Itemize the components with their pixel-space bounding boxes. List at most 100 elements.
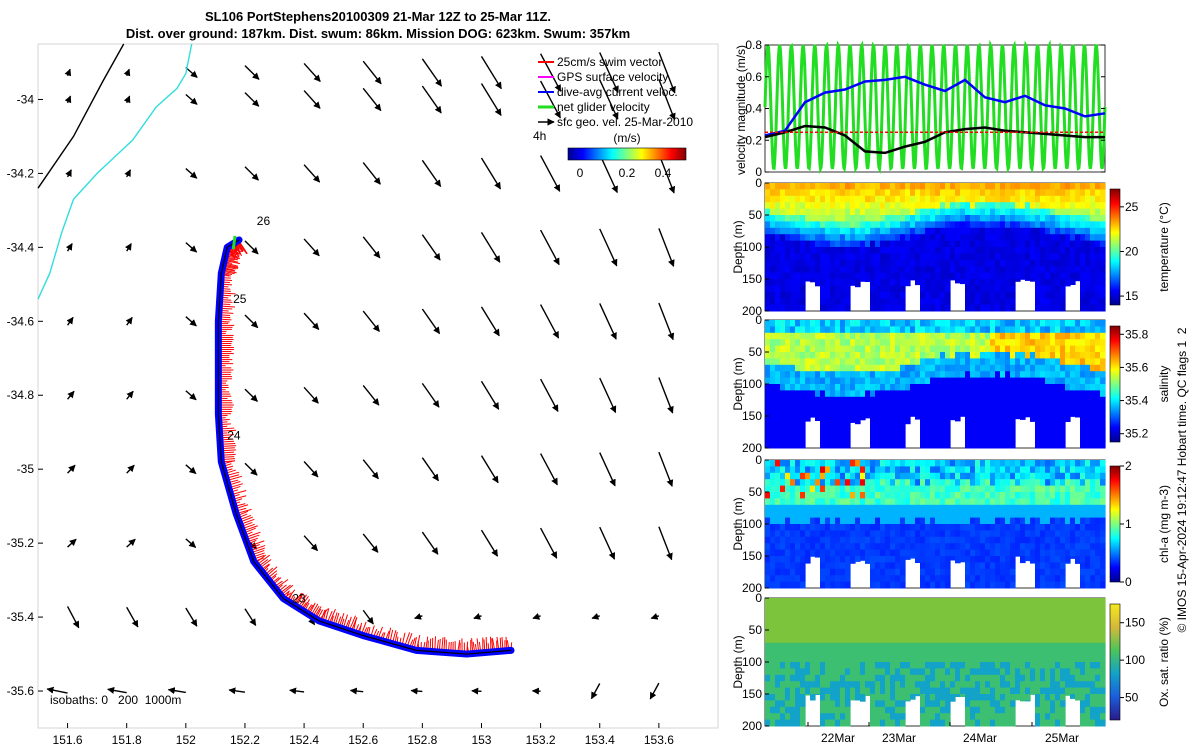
section-cell	[1040, 485, 1046, 493]
section-cell	[980, 403, 986, 411]
section-cell	[875, 649, 881, 657]
section-cell	[1015, 479, 1021, 487]
section-cell	[1065, 416, 1071, 422]
section-cell	[965, 384, 971, 391]
section-cell	[950, 492, 956, 499]
section-cell	[765, 183, 771, 190]
section-cell	[940, 234, 946, 242]
section-cell	[900, 240, 906, 248]
section-cell	[1055, 568, 1061, 576]
section-cell	[950, 485, 956, 493]
section-cell	[965, 358, 971, 366]
section-0-y-tick-label-3: 150	[742, 272, 762, 286]
section-cell	[1030, 472, 1036, 480]
section-cell	[1050, 358, 1056, 366]
section-cell	[860, 604, 866, 612]
section-cell	[855, 183, 861, 190]
section-cell	[895, 472, 901, 480]
section-cell	[855, 617, 861, 625]
section-cell	[860, 215, 866, 222]
section-cell	[1065, 377, 1071, 385]
section-cell	[960, 215, 966, 222]
section-cell	[1095, 345, 1101, 353]
section-cell	[825, 610, 831, 618]
section-cell	[845, 610, 851, 618]
section-cell	[1020, 472, 1026, 480]
section-cell	[1010, 253, 1016, 261]
section-cell	[815, 377, 821, 385]
section-cell	[1060, 285, 1066, 293]
section-cell	[790, 472, 796, 480]
map-y-tick-label-7: -35.4	[7, 610, 35, 624]
section-cell	[845, 234, 851, 242]
section-cell	[925, 266, 931, 274]
section-cell	[845, 694, 851, 701]
section-cell	[875, 377, 881, 385]
section-cell	[1065, 472, 1071, 480]
section-cell	[780, 687, 786, 695]
section-cell	[795, 384, 801, 391]
section-cell	[870, 352, 876, 359]
section-cell	[850, 681, 856, 689]
section-cell	[895, 195, 901, 203]
section-1-cb-tick-label-2: 35.4	[1125, 394, 1149, 408]
section-cell	[855, 687, 861, 695]
section-cell	[915, 352, 921, 359]
section-cell	[855, 332, 861, 340]
section-cell	[835, 272, 841, 280]
section-cell	[875, 189, 881, 197]
section-cell	[850, 492, 856, 499]
section-cell	[785, 568, 791, 576]
section-cell	[825, 259, 831, 267]
section-cell	[1060, 396, 1066, 404]
section-cell	[995, 562, 1001, 570]
section-cell	[875, 240, 881, 248]
section-cell	[945, 536, 951, 544]
geo-arrow-6-1	[126, 464, 135, 474]
section-cell	[890, 345, 896, 353]
section-cell	[1025, 189, 1031, 197]
section-cell	[1015, 227, 1021, 235]
section-cell	[1065, 479, 1071, 487]
section-cell	[1080, 279, 1086, 286]
section-cell	[940, 492, 946, 499]
section-cell	[940, 279, 946, 286]
section-cell	[1065, 247, 1071, 254]
section-cell	[1035, 416, 1041, 423]
section-cell	[905, 272, 911, 280]
section-cell	[905, 700, 911, 702]
section-cell	[1095, 332, 1101, 340]
section-cell	[820, 694, 826, 701]
section-cell	[1010, 485, 1016, 493]
section-cell	[885, 266, 891, 274]
section-cell	[1095, 285, 1101, 293]
section-cell	[815, 687, 821, 695]
section-cell	[870, 291, 876, 299]
section-cell	[1085, 460, 1091, 467]
section-cell	[850, 345, 856, 353]
section-cell	[940, 240, 946, 248]
section-cell	[1085, 581, 1091, 589]
section-cell	[765, 272, 771, 280]
section-cell	[925, 377, 931, 385]
section-cell	[860, 208, 866, 216]
section-cell	[765, 517, 771, 525]
section-cell	[780, 441, 786, 449]
section-cell	[875, 416, 881, 423]
section-cell	[935, 247, 941, 254]
section-cell	[790, 556, 796, 563]
section-1-cb-tick-label-1: 35.6	[1125, 360, 1149, 374]
section-cell	[865, 485, 871, 493]
section-cell	[895, 326, 901, 334]
section-cell	[790, 202, 796, 210]
section-cell	[995, 253, 1001, 261]
section-cell	[855, 215, 861, 222]
section-cell	[945, 390, 951, 398]
section-cell	[950, 511, 956, 519]
section-cell	[1045, 517, 1051, 525]
section-cell	[945, 352, 951, 359]
section-cell	[870, 364, 876, 372]
section-cell	[970, 221, 976, 229]
section-cell	[825, 562, 831, 570]
section-cell	[780, 460, 786, 467]
